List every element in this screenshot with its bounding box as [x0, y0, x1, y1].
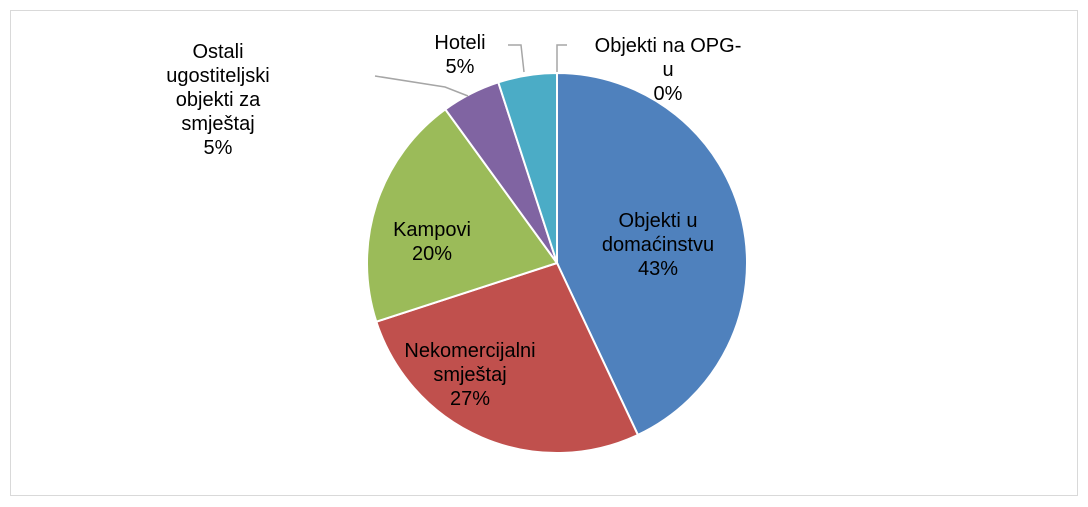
- data-label: Hoteli 5%: [420, 31, 500, 79]
- data-label: Objekti u domaćinstvu 43%: [588, 209, 728, 281]
- pie-slice: [375, 261, 640, 454]
- data-label: Kampovi 20%: [372, 218, 492, 266]
- leader-line: [508, 44, 525, 73]
- category-label: Objekti na OPG-u: [594, 35, 742, 81]
- data-label: Ostali ugostiteljski objekti za smještaj…: [153, 40, 283, 160]
- leader-line: [556, 44, 567, 72]
- slices: [366, 71, 748, 454]
- data-label: Nekomercijalni smještaj 27%: [395, 339, 545, 411]
- value-label: 43%: [637, 258, 679, 280]
- leader-line: [374, 75, 469, 97]
- category-label: Ostali ugostiteljski objekti za smještaj: [166, 41, 270, 135]
- value-label: 5%: [445, 56, 475, 78]
- value-label: 20%: [411, 243, 453, 265]
- value-label: 0%: [653, 83, 683, 105]
- category-label: Kampovi: [393, 219, 471, 241]
- value-label: 27%: [449, 388, 491, 410]
- category-label: Nekomercijalni smještaj: [404, 340, 536, 386]
- category-label: Objekti u domaćinstvu: [601, 210, 715, 256]
- value-label: 5%: [203, 137, 233, 159]
- category-label: Hoteli: [434, 32, 486, 54]
- pie-slice: [556, 71, 748, 437]
- data-label: Objekti na OPG-u 0%: [593, 34, 743, 106]
- chart-frame: [10, 10, 1078, 496]
- pie-slice: [366, 107, 559, 323]
